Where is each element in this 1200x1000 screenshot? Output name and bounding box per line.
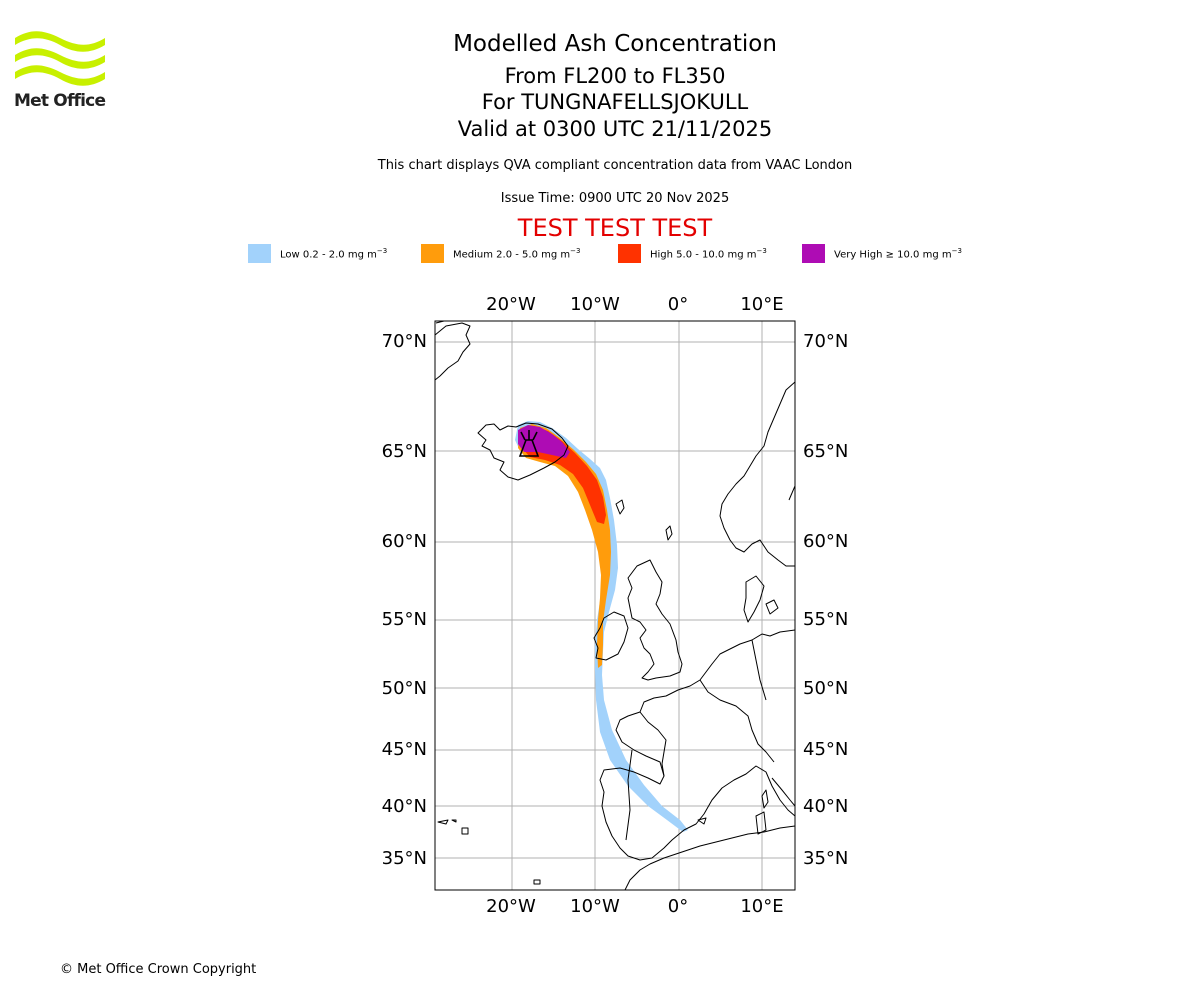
ash-plume-very-high <box>518 425 570 458</box>
legend-label-low: Low 0.2 - 2.0 mg m−3 <box>280 246 388 261</box>
copyright-notice: © Met Office Crown Copyright <box>60 962 257 977</box>
chart-description: This chart displays QVA compliant concen… <box>377 158 853 173</box>
legend-label-high: High 5.0 - 10.0 mg m−3 <box>650 246 767 261</box>
coastlines <box>435 321 795 890</box>
chart-title: Modelled Ash Concentration <box>453 31 777 57</box>
legend-item-low: Low 0.2 - 2.0 mg m−3 <box>248 244 387 263</box>
legend-swatch-very-high <box>802 244 825 263</box>
lat-label-left-40n: 40°N <box>382 796 427 817</box>
legend-label-medium: Medium 2.0 - 5.0 mg m−3 <box>453 246 581 261</box>
lon-label-top-0: 0° <box>668 294 688 315</box>
met-office-waves-icon <box>15 31 105 86</box>
met-office-logo: Met Office <box>14 30 106 112</box>
lon-label-bottom-10w: 10°W <box>570 896 620 917</box>
issue-time: Issue Time: 0900 UTC 20 Nov 2025 <box>500 191 730 206</box>
volcano-name: For TUNGNAFELLSJOKULL <box>481 90 749 114</box>
lat-label-left-55n: 55°N <box>382 609 427 630</box>
legend-item-high: High 5.0 - 10.0 mg m−3 <box>618 244 767 263</box>
lat-label-left-35n: 35°N <box>382 848 427 869</box>
met-office-logo-text: Met Office <box>14 91 106 111</box>
lat-label-left-45n: 45°N <box>382 739 427 760</box>
lat-label-left-60n: 60°N <box>382 531 427 552</box>
flight-level-range: From FL200 to FL350 <box>504 64 726 88</box>
legend-label-very-high: Very High ≥ 10.0 mg m−3 <box>834 246 962 261</box>
test-banner: TEST TEST TEST <box>517 214 713 242</box>
lon-label-top-10w: 10°W <box>570 294 620 315</box>
lat-label-right-50n: 50°N <box>803 678 848 699</box>
lat-label-right-45n: 45°N <box>803 739 848 760</box>
lon-label-top-10e: 10°E <box>740 294 783 315</box>
lon-label-top-20w: 20°W <box>486 294 536 315</box>
lat-label-left-70n: 70°N <box>382 331 427 352</box>
legend-swatch-low <box>248 244 271 263</box>
valid-time: Valid at 0300 UTC 21/11/2025 <box>457 117 773 141</box>
lon-label-bottom-0: 0° <box>668 896 688 917</box>
legend-item-very-high: Very High ≥ 10.0 mg m−3 <box>802 244 962 263</box>
legend-swatch-medium <box>421 244 444 263</box>
lat-label-left-50n: 50°N <box>382 678 427 699</box>
lat-label-right-65n: 65°N <box>803 441 848 462</box>
lat-label-right-35n: 35°N <box>803 848 848 869</box>
lon-label-bottom-10e: 10°E <box>740 896 783 917</box>
lon-label-bottom-20w: 20°W <box>486 896 536 917</box>
legend-swatch-high <box>618 244 641 263</box>
lat-label-right-55n: 55°N <box>803 609 848 630</box>
map-gridlines <box>435 321 795 890</box>
legend-item-medium: Medium 2.0 - 5.0 mg m−3 <box>421 244 580 263</box>
lat-label-right-60n: 60°N <box>803 531 848 552</box>
lat-label-left-65n: 65°N <box>382 441 427 462</box>
volcano-marker-icon <box>518 430 540 457</box>
lat-label-right-40n: 40°N <box>803 796 848 817</box>
lat-label-right-70n: 70°N <box>803 331 848 352</box>
map-frame <box>434 320 796 891</box>
